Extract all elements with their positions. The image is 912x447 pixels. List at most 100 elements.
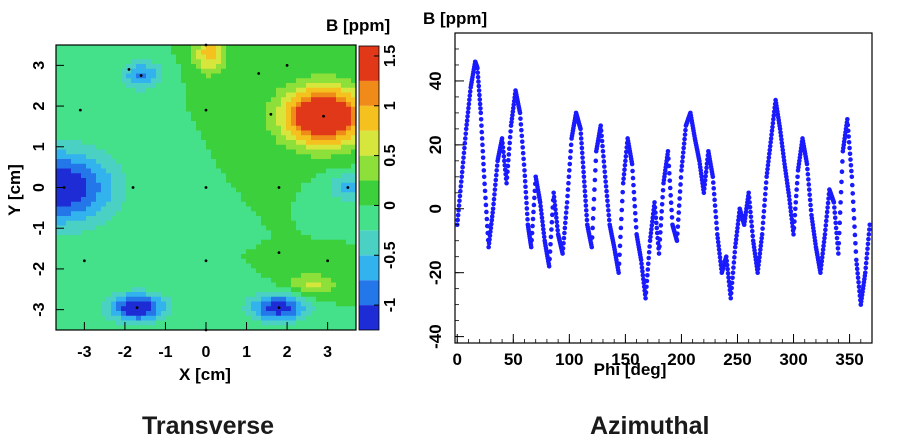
contour-cell [216, 225, 222, 231]
contour-cell [266, 301, 272, 307]
scatter-x-tick-label: 250 [723, 350, 751, 369]
contour-cell [246, 173, 252, 179]
contour-cell [341, 244, 347, 250]
contour-cell [121, 311, 127, 317]
contour-cell [341, 83, 347, 89]
contour-cell [121, 49, 127, 55]
contour-cell [221, 201, 227, 207]
scatter-point [490, 206, 496, 212]
contour-cell [111, 206, 117, 212]
contour-cell [256, 68, 262, 74]
contour-cell [196, 83, 202, 89]
scatter-point [851, 216, 857, 221]
contour-cell [121, 125, 127, 131]
scatter-point [727, 287, 733, 293]
contour-cell [316, 78, 322, 84]
contour-cell [116, 230, 122, 236]
scatter-point [817, 265, 822, 270]
contour-cell [181, 111, 187, 117]
contour-cell [231, 282, 237, 288]
contour-cell [56, 239, 62, 245]
contour-cell [186, 178, 192, 184]
scatter-point [789, 220, 795, 226]
contour-cell [116, 144, 122, 150]
contour-cell [346, 111, 352, 117]
scatter-point [852, 224, 857, 229]
scatter-point [699, 177, 705, 183]
contour-cell [236, 149, 242, 155]
contour-cell [191, 130, 197, 136]
contour-cell [96, 92, 102, 98]
scatter-y-tick-label: -20 [426, 260, 445, 285]
contour-cell [141, 230, 147, 236]
contour-cell [161, 73, 167, 79]
contour-cell [196, 159, 202, 165]
contour-cell [101, 325, 107, 331]
contour-cell [196, 116, 202, 122]
contour-cell [316, 140, 322, 146]
scatter-point [704, 161, 710, 167]
contour-cell [286, 154, 292, 160]
contour-cell [186, 311, 192, 317]
scatter-point [464, 122, 469, 128]
contour-cell [126, 149, 132, 155]
contour-cell [331, 273, 337, 279]
contour-cell [301, 315, 307, 321]
scatter-point [753, 254, 758, 260]
contour-cell [246, 187, 252, 193]
contour-cell [221, 244, 227, 250]
contour-cell [141, 144, 147, 150]
contour-cell [56, 287, 62, 293]
scatter-point [858, 299, 864, 304]
scatter-point [519, 139, 525, 144]
contour-cell [196, 287, 202, 293]
contour-cell [261, 154, 267, 160]
contour-cell [321, 125, 327, 131]
contour-cell [191, 106, 197, 112]
contour-cell [161, 111, 167, 117]
contour-cell [301, 211, 307, 217]
contour-cell [311, 249, 317, 255]
contour-cell [131, 163, 137, 169]
contour-cell [176, 54, 182, 60]
contour-cell [296, 121, 302, 127]
contour-cell [221, 311, 227, 317]
contour-cell [181, 178, 187, 184]
contour-cell [211, 173, 217, 179]
scatter-point [595, 138, 601, 144]
contour-cell [201, 273, 207, 279]
contour-cell [281, 154, 287, 160]
contour-cell [221, 282, 227, 288]
scatter-point [508, 129, 513, 134]
scatter-point [508, 123, 514, 128]
scatter-point [555, 227, 560, 233]
contour-cell [101, 54, 107, 60]
scatter-point [778, 130, 783, 135]
contour-cell [136, 92, 142, 98]
contour-cell [286, 244, 292, 250]
contour-cell [86, 315, 92, 321]
contour-cell [281, 49, 287, 55]
scatter-point [589, 235, 595, 240]
contour-cell [66, 273, 72, 279]
contour-cell [136, 83, 142, 89]
contour-cell [251, 306, 257, 312]
contour-cell [66, 168, 72, 174]
contour-cell [211, 68, 217, 74]
contour-cell [251, 178, 257, 184]
contour-cell [336, 64, 342, 70]
scatter-point [622, 167, 627, 173]
contour-cell [116, 64, 122, 70]
scatter-point [756, 258, 762, 264]
scatter-point [593, 148, 599, 154]
contour-cell [336, 311, 342, 317]
contour-cell [206, 235, 212, 241]
contour-cell [121, 220, 127, 226]
scatter-point [563, 215, 569, 221]
contour-cell [321, 225, 327, 231]
contour-cell [241, 78, 247, 84]
contour-cell [156, 45, 162, 51]
contour-cell [131, 287, 137, 293]
contour-cell [81, 249, 87, 255]
colorbar-segment [359, 280, 379, 306]
